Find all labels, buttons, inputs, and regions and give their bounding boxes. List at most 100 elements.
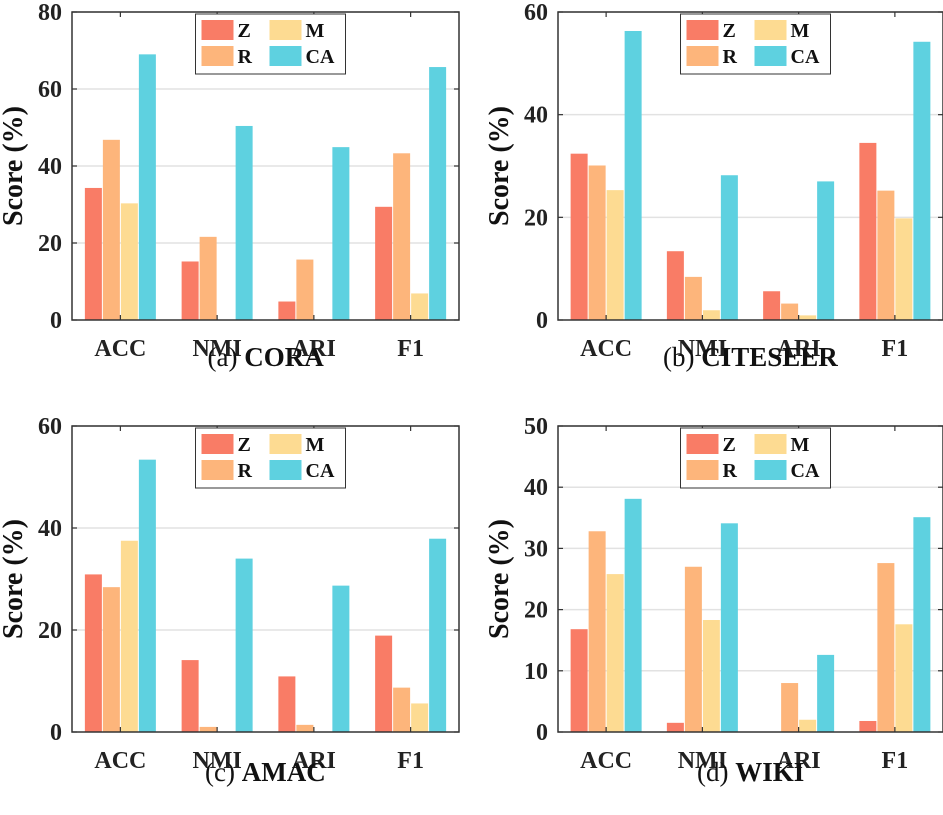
legend-label-ca: CA [791, 46, 820, 68]
x-tick-label: ARI [292, 336, 336, 362]
chart-panel-4: 0 10 20 30 40 50 ACC NMI ARI F1 Score (%) Z M R CA [484, 414, 943, 774]
bar-ca-ari [332, 147, 350, 320]
bar-r-ari [781, 683, 799, 732]
y-tick-label: 40 [38, 154, 62, 180]
bar-ca-acc [138, 54, 156, 320]
x-tick-label: F1 [397, 336, 424, 362]
axes-frame [71, 425, 460, 733]
bar-ca-nmi [235, 125, 253, 321]
x-tick-label: F1 [397, 748, 424, 774]
bar-r-ari [296, 259, 314, 320]
x-tick-label: ARI [777, 748, 821, 774]
x-tick-label: ARI [777, 336, 821, 362]
legend: Z M R CA [195, 427, 346, 489]
bar-ca-f1 [913, 517, 931, 732]
bar-ca-ari [817, 181, 835, 320]
bar-ca-f1 [429, 538, 447, 732]
y-tick-label: 50 [524, 414, 548, 440]
bar-ca-f1 [913, 41, 931, 320]
legend-swatch-z [686, 434, 719, 454]
y-tick-label: 0 [536, 308, 548, 334]
x-tick-label: NMI [678, 336, 727, 362]
y-tick-label: 40 [524, 475, 548, 501]
legend-label-r: R [723, 46, 738, 68]
axes-frame [71, 11, 460, 321]
legend-swatch-m [269, 20, 302, 40]
y-axis-label: Score (%) [484, 106, 515, 226]
x-tick-label: NMI [192, 336, 241, 362]
y-tick-label: 40 [524, 103, 548, 129]
bar-m-f1 [411, 293, 429, 320]
bar-z-ari [763, 291, 781, 320]
legend-swatch-r [686, 460, 719, 480]
bar-r-acc [588, 531, 606, 732]
caption-dataset-name: AMAC [241, 757, 326, 787]
bar-m-nmi [702, 620, 720, 732]
bar-m-ari [799, 315, 817, 320]
y-axis-label: Score (%) [0, 519, 29, 639]
legend-label-r: R [238, 460, 253, 482]
y-tick-label: 0 [50, 720, 62, 746]
y-tick-label: 60 [524, 0, 548, 26]
legend-swatch-ca [754, 46, 787, 66]
caption-dataset-name: WIKI [735, 757, 805, 787]
bar-z-f1 [859, 720, 877, 732]
x-tick-label: ACC [94, 336, 146, 362]
bar-z-acc [570, 629, 588, 732]
bar-r-ari [296, 724, 314, 732]
bar-r-ari [781, 303, 799, 320]
chart-panel-3: 0 20 40 60 ACC NMI ARI F1 Score (%) Z M R CA [0, 414, 460, 774]
legend-label-m: M [791, 20, 810, 42]
bar-z-nmi [181, 660, 199, 732]
legend-label-r: R [238, 46, 253, 68]
bar-ca-nmi [235, 558, 253, 732]
bar-z-f1 [859, 142, 877, 320]
legend-swatch-m [754, 434, 787, 454]
y-axis-label: Score (%) [0, 106, 29, 226]
legend-swatch-ca [269, 460, 302, 480]
bar-ca-acc [138, 459, 156, 732]
bar-r-nmi [199, 726, 217, 732]
caption-prefix: (d) [697, 757, 736, 787]
chart-caption: (a) CORA [208, 342, 324, 373]
legend-label-ca: CA [306, 46, 335, 68]
legend-swatch-r [686, 46, 719, 66]
x-tick-label: ARI [292, 748, 336, 774]
bar-r-f1 [393, 153, 411, 320]
bar-z-ari [278, 676, 296, 732]
bar-z-nmi [666, 722, 684, 732]
bar-ca-f1 [429, 67, 447, 321]
bar-ca-nmi [720, 175, 738, 320]
y-tick-label: 20 [524, 598, 548, 624]
legend-swatch-z [201, 20, 234, 40]
bar-r-f1 [877, 190, 895, 320]
legend-label-m: M [306, 434, 325, 456]
bar-r-nmi [684, 276, 702, 320]
legend-label-r: R [723, 460, 738, 482]
chart-panel-2: 0 20 40 60 ACC NMI ARI F1 Score (%) Z M R CA [484, 0, 943, 362]
legend-swatch-ca [269, 46, 302, 66]
y-tick-label: 0 [536, 720, 548, 746]
bar-r-acc [588, 165, 606, 320]
x-tick-label: ACC [580, 336, 632, 362]
chart-caption: (c) AMAC [205, 757, 326, 788]
caption-dataset-name: CITESEER [701, 342, 838, 372]
y-tick-label: 20 [38, 231, 62, 257]
y-tick-label: 0 [50, 308, 62, 334]
legend-swatch-r [201, 460, 234, 480]
bar-ca-ari [332, 585, 350, 732]
axes-frame [557, 11, 943, 321]
y-tick-label: 60 [38, 414, 62, 440]
bar-z-acc [570, 153, 588, 320]
bar-z-ari [278, 301, 296, 320]
bar-z-f1 [375, 635, 393, 732]
legend-label-z: Z [723, 434, 736, 456]
legend-label-m: M [791, 434, 810, 456]
legend-label-ca: CA [306, 460, 335, 482]
bar-m-acc [120, 203, 138, 320]
bar-m-acc [120, 540, 138, 732]
x-tick-label: F1 [882, 748, 909, 774]
x-tick-label: NMI [678, 748, 727, 774]
bar-z-nmi [181, 261, 199, 320]
